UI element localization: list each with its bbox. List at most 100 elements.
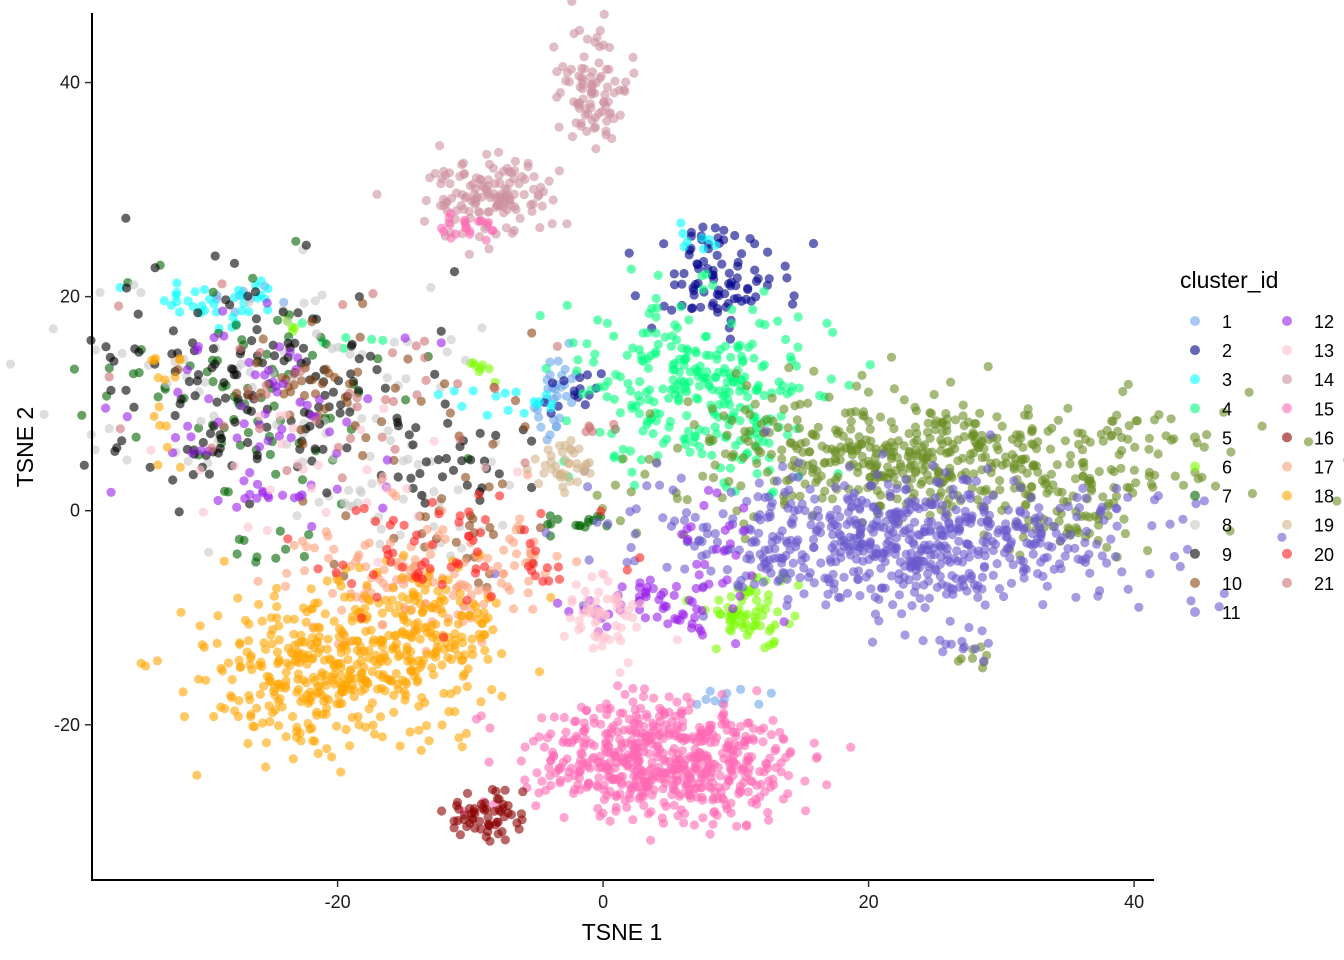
point-cluster-7 — [220, 486, 230, 496]
point-cluster-20 — [472, 547, 482, 557]
point-cluster-13 — [582, 595, 592, 605]
point-cluster-11 — [1035, 538, 1045, 548]
point-cluster-18 — [336, 647, 346, 658]
point-cluster-13 — [574, 625, 584, 635]
point-cluster-9 — [226, 364, 237, 374]
point-cluster-5 — [978, 663, 988, 673]
point-cluster-13 — [255, 411, 265, 421]
point-cluster-18 — [362, 580, 372, 590]
point-cluster-18 — [354, 563, 365, 573]
point-cluster-11 — [961, 517, 971, 527]
legend-label-11: 11 — [1222, 603, 1241, 623]
point-cluster-9 — [170, 410, 180, 421]
point-cluster-11 — [924, 593, 935, 603]
point-cluster-15 — [766, 730, 776, 740]
point-cluster-11 — [985, 430, 996, 440]
point-cluster-15 — [708, 819, 718, 829]
point-cluster-21 — [282, 465, 292, 476]
point-cluster-11 — [956, 494, 967, 504]
point-cluster-11 — [876, 563, 886, 573]
point-cluster-4 — [826, 374, 837, 384]
point-cluster-9 — [229, 258, 240, 268]
point-cluster-17 — [324, 553, 334, 563]
point-cluster-5 — [689, 420, 699, 430]
point-cluster-14 — [595, 41, 605, 52]
point-cluster-5 — [1244, 387, 1254, 397]
point-cluster-12 — [553, 598, 563, 608]
point-cluster-12 — [170, 433, 181, 443]
point-cluster-12 — [602, 622, 612, 632]
point-cluster-11 — [842, 588, 853, 598]
point-cluster-11 — [1038, 600, 1048, 610]
point-cluster-21 — [243, 385, 253, 395]
point-cluster-4 — [589, 357, 599, 367]
point-cluster-4 — [609, 394, 620, 404]
point-cluster-18 — [406, 605, 416, 616]
point-cluster-15 — [717, 719, 727, 729]
point-cluster-5 — [738, 453, 749, 463]
legend-swatch-21 — [1282, 577, 1292, 588]
point-cluster-4 — [561, 416, 572, 426]
point-cluster-12 — [779, 617, 789, 627]
point-cluster-11 — [679, 515, 690, 526]
point-cluster-21 — [115, 424, 125, 434]
point-cluster-5 — [610, 480, 621, 490]
point-cluster-15 — [654, 711, 665, 721]
point-cluster-18 — [332, 574, 342, 585]
point-cluster-5 — [1119, 514, 1129, 524]
point-cluster-18 — [292, 687, 302, 697]
point-cluster-11 — [1112, 504, 1122, 514]
point-cluster-5 — [808, 430, 818, 440]
point-cluster-18 — [244, 691, 254, 701]
legend-swatch-17 — [1282, 461, 1292, 472]
legend-swatch-12 — [1282, 316, 1292, 326]
point-cluster-15 — [595, 703, 605, 714]
point-cluster-9 — [443, 418, 453, 428]
point-cluster-20 — [464, 507, 474, 517]
point-cluster-18 — [293, 669, 303, 679]
point-cluster-15 — [765, 753, 775, 763]
point-cluster-11 — [777, 526, 787, 536]
point-cluster-9 — [167, 349, 177, 359]
point-cluster-15 — [809, 738, 819, 748]
point-cluster-18 — [340, 638, 350, 648]
point-cluster-17 — [297, 536, 308, 546]
point-cluster-5 — [889, 447, 899, 457]
point-cluster-11 — [1073, 554, 1083, 564]
point-cluster-18 — [192, 770, 202, 780]
point-cluster-11 — [1009, 476, 1019, 486]
y-tick-label: -20 — [54, 715, 80, 735]
point-cluster-9 — [393, 417, 403, 427]
point-cluster-2 — [730, 230, 740, 241]
point-cluster-11 — [999, 591, 1009, 602]
point-cluster-5 — [816, 471, 826, 481]
point-cluster-11 — [977, 572, 988, 582]
point-cluster-18 — [377, 732, 387, 742]
point-cluster-9 — [216, 434, 226, 444]
point-cluster-5 — [1202, 430, 1212, 440]
point-cluster-10 — [330, 372, 340, 382]
point-cluster-15 — [446, 209, 456, 219]
point-cluster-5 — [777, 445, 787, 455]
point-cluster-20 — [313, 564, 323, 574]
point-cluster-17 — [448, 590, 458, 601]
point-cluster-11 — [945, 616, 955, 626]
point-cluster-13 — [275, 411, 285, 421]
point-cluster-5 — [731, 368, 741, 379]
point-cluster-8 — [183, 456, 193, 466]
point-cluster-11 — [1117, 567, 1127, 577]
point-cluster-18 — [209, 711, 219, 722]
point-cluster-4 — [689, 437, 699, 447]
point-cluster-15 — [770, 746, 780, 756]
point-cluster-5 — [1063, 403, 1073, 413]
point-cluster-18 — [201, 675, 211, 685]
point-cluster-21 — [421, 375, 431, 385]
point-cluster-15 — [630, 719, 640, 729]
point-cluster-15 — [592, 780, 602, 790]
point-cluster-20 — [528, 558, 539, 569]
point-cluster-4 — [593, 315, 603, 325]
legend-swatch-13 — [1282, 345, 1292, 356]
y-tick-label: 40 — [60, 73, 80, 93]
point-cluster-18 — [199, 642, 209, 652]
